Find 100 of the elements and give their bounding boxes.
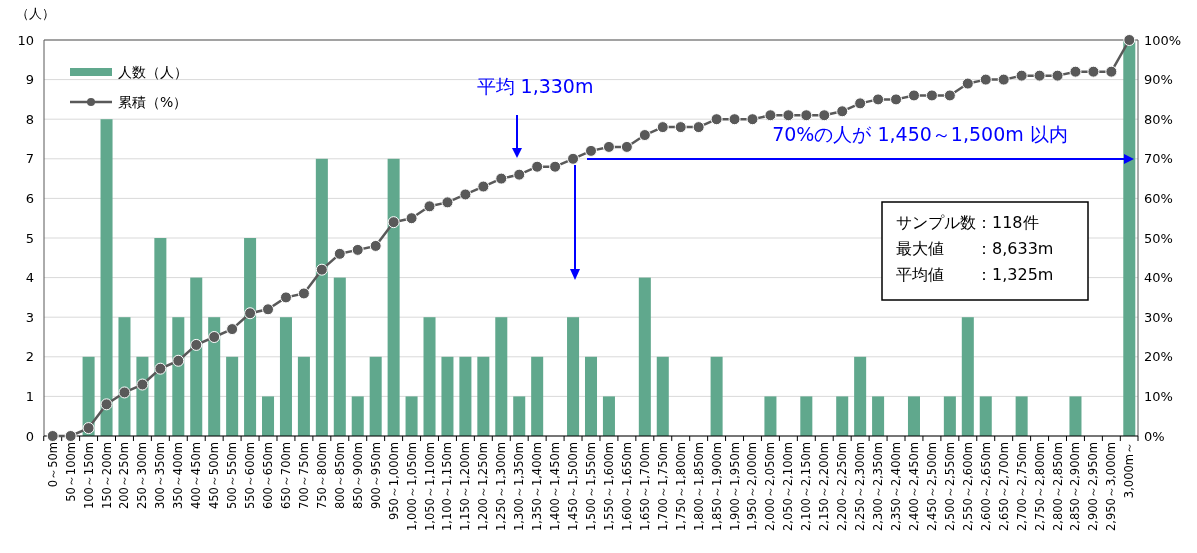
x-tick-label: 2,650～2,700m	[996, 442, 1011, 532]
bar	[172, 317, 185, 436]
bar	[656, 356, 669, 436]
bar	[513, 396, 526, 436]
x-tick-label: 1,450～1,500m	[566, 442, 581, 532]
bar	[979, 396, 992, 436]
bar	[1015, 396, 1028, 436]
x-tick-label: 1,200～1,250m	[476, 442, 491, 532]
x-tick-label: 1,850～1,900m	[709, 442, 724, 532]
bar	[226, 356, 239, 436]
x-tick-label: 2,850～2,900m	[1068, 442, 1083, 532]
x-tick-label: 2,550～2,600m	[960, 442, 975, 532]
bar	[154, 238, 167, 436]
bar	[764, 396, 777, 436]
x-tick-label: 1,900～1,950m	[727, 442, 742, 532]
x-tick-label: 1,800～1,850m	[691, 442, 706, 532]
x-tick-label: 1,550～1,600m	[601, 442, 616, 532]
legend-label: 人数（人）	[118, 63, 188, 80]
bar	[100, 119, 113, 436]
bar	[459, 356, 472, 436]
y2-tick-label: 40%	[1144, 270, 1173, 286]
x-tick-label: 600～650m	[261, 442, 276, 510]
bar	[602, 396, 615, 436]
annotation: 最大値 ：8,633m	[896, 239, 1054, 258]
x-tick-label: 2,200～2,250m	[835, 442, 850, 532]
x-tick-label: 1,500～1,550m	[584, 442, 598, 532]
annotation: 平均 1,330m	[476, 75, 594, 97]
x-tick-label: 1,700～1,750m	[655, 442, 670, 532]
bar	[567, 317, 580, 436]
x-tick-label: 1,250～1,300m	[494, 442, 509, 532]
y-axis-title: （人）	[16, 6, 55, 21]
y-tick-label: 7	[25, 151, 34, 167]
y-tick-label: 1	[25, 388, 34, 404]
x-tick-label: 2,400～2,450m	[906, 442, 921, 532]
x-tick-label: 2,300～2,350m	[871, 442, 886, 532]
bar	[441, 356, 454, 436]
x-tick-label: 50～100m	[63, 442, 78, 502]
y-tick-label: 5	[25, 230, 34, 246]
bar	[872, 396, 885, 436]
x-tick-label: 1,150～1,200m	[458, 442, 473, 532]
x-tick-label: 2,900～2,950m	[1086, 442, 1101, 532]
bar	[315, 158, 328, 436]
x-tick-label: 200～250m	[117, 442, 132, 510]
y2-tick-label: 10%	[1144, 388, 1173, 404]
y-tick-label: 3	[25, 309, 34, 325]
x-tick-label: 2,000～2,050m	[763, 442, 778, 532]
y-tick-label: 6	[25, 190, 34, 206]
y2-tick-label: 60%	[1144, 190, 1173, 206]
bar	[279, 317, 292, 436]
x-tick-label: 100～150m	[81, 442, 96, 510]
x-tick-label: 2,500～2,550m	[942, 442, 957, 532]
y-tick-label: 2	[25, 349, 34, 365]
x-tick-label: 1,750～1,800m	[673, 442, 688, 532]
x-tick-label: 250～300m	[135, 442, 150, 510]
x-tick-label: 1,000～1,050m	[404, 442, 419, 532]
bar	[495, 317, 508, 436]
y2-tick-label: 20%	[1144, 349, 1173, 365]
x-tick-label: 750～800m	[314, 442, 329, 510]
y-tick-label: 0	[25, 428, 34, 444]
y-tick-label: 9	[25, 72, 34, 88]
annotation: サンプル数：118件	[896, 213, 1039, 232]
bar	[262, 396, 275, 436]
bar	[333, 277, 346, 436]
legend-label: 累積（%）	[118, 93, 188, 110]
bar	[477, 356, 490, 436]
x-tick-label: 2,450～2,500m	[924, 442, 939, 532]
y2-tick-label: 80%	[1144, 111, 1173, 127]
y-tick-label: 4	[25, 270, 34, 286]
bar	[1069, 396, 1082, 436]
x-tick-label: 1,100～1,150m	[440, 442, 455, 532]
bar	[800, 396, 813, 436]
x-tick-label: 0～50m	[45, 442, 60, 488]
bar	[943, 396, 956, 436]
x-tick-label: 2,150～2,200m	[817, 442, 832, 532]
x-tick-label: 700～750m	[296, 442, 311, 510]
bar	[244, 238, 257, 436]
y-tick-label: 8	[25, 111, 34, 127]
x-tick-label: 650～700m	[278, 442, 293, 510]
y-tick-label: 10	[17, 32, 34, 48]
x-tick-label: 500～550m	[225, 442, 240, 510]
bar	[405, 396, 418, 436]
x-tick-label: 3,000m～	[1122, 442, 1137, 499]
bar	[531, 356, 544, 436]
bar	[907, 396, 920, 436]
x-tick-label: 2,100～2,150m	[799, 442, 814, 532]
x-tick-label: 950～1,000m	[386, 442, 401, 521]
bar	[369, 356, 382, 436]
x-tick-label: 2,800～2,850m	[1050, 442, 1065, 532]
x-tick-label: 300～350m	[153, 442, 168, 510]
x-tick-label: 1,650～1,700m	[637, 442, 652, 532]
bar	[297, 356, 310, 436]
bar	[423, 317, 436, 436]
annotation: 70%の人が 1,450～1,500m 以内	[772, 123, 1068, 145]
y2-tick-label: 90%	[1144, 72, 1173, 88]
bar	[710, 356, 723, 436]
x-tick-label: 150～200m	[99, 442, 114, 510]
x-tick-label: 850～900m	[350, 442, 365, 510]
annotation: 平均値 ：1,325m	[896, 265, 1054, 284]
x-tick-label: 1,600～1,650m	[619, 442, 634, 532]
bar	[351, 396, 364, 436]
